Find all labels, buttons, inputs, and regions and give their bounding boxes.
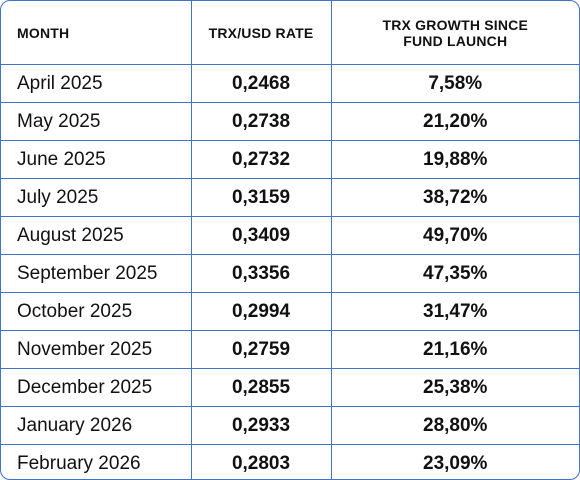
header-growth: TRX GROWTH SINCE FUND LAUNCH	[331, 1, 579, 65]
table-row: February 2026 0,2803 23,09%	[1, 444, 579, 479]
header-month: MONTH	[1, 1, 192, 65]
rate-cell: 0,2933	[191, 406, 332, 445]
rate-cell: 0,2732	[191, 140, 332, 179]
growth-cell: 25,38%	[331, 368, 579, 407]
growth-cell: 21,16%	[331, 330, 579, 369]
growth-cell: 21,20%	[331, 102, 579, 141]
growth-cell: 49,70%	[331, 216, 579, 255]
growth-cell: 31,47%	[331, 292, 579, 331]
header-rate: TRX/USD RATE	[191, 1, 332, 65]
rate-cell: 0,3159	[191, 178, 332, 217]
rate-cell: 0,2738	[191, 102, 332, 141]
growth-cell: 47,35%	[331, 254, 579, 293]
table-row: August 2025 0,3409 49,70%	[1, 216, 579, 255]
month-cell: July 2025	[1, 178, 192, 217]
rate-cell: 0,2803	[191, 444, 332, 479]
table-row: June 2025 0,2732 19,88%	[1, 140, 579, 179]
month-cell: May 2025	[1, 102, 192, 141]
month-cell: October 2025	[1, 292, 192, 331]
month-cell: April 2025	[1, 64, 192, 103]
month-cell: June 2025	[1, 140, 192, 179]
table-row: January 2026 0,2933 28,80%	[1, 406, 579, 445]
table-row: July 2025 0,3159 38,72%	[1, 178, 579, 217]
table-body: April 2025 0,2468 7,58% May 2025 0,2738 …	[1, 64, 579, 479]
table-row: November 2025 0,2759 21,16%	[1, 330, 579, 369]
growth-cell: 23,09%	[423, 452, 488, 474]
growth-cell: 7,58%	[331, 64, 579, 103]
month-cell: January 2026	[1, 406, 192, 445]
rate-cell: 0,3356	[191, 254, 332, 293]
rate-cell: 0,3409	[191, 216, 332, 255]
table-row: December 2025 0,2855 25,38%	[1, 368, 579, 407]
header-growth-line1: TRX GROWTH SINCE	[382, 16, 529, 33]
header-row: MONTH TRX/USD RATE TRX GROWTH SINCE FUND…	[1, 1, 579, 65]
rate-cell: 0,2994	[191, 292, 332, 331]
month-cell: November 2025	[1, 330, 192, 369]
month-cell: December 2025	[1, 368, 192, 407]
table-row: September 2025 0,3356 47,35%	[1, 254, 579, 293]
rate-cell: 0,2759	[191, 330, 332, 369]
month-cell: February 2026	[1, 444, 192, 479]
rate-cell: 0,2855	[191, 368, 332, 407]
month-cell: August 2025	[1, 216, 192, 255]
month-cell: September 2025	[1, 254, 192, 293]
table-row: October 2025 0,2994 31,47%	[1, 292, 579, 331]
growth-cell: 38,72%	[331, 178, 579, 217]
table-row: May 2025 0,2738 21,20%	[1, 102, 579, 141]
growth-cell: 28,80%	[331, 406, 579, 445]
table-header: MONTH TRX/USD RATE TRX GROWTH SINCE FUND…	[1, 1, 579, 65]
header-growth-line2: FUND LAUNCH	[403, 32, 508, 49]
rate-cell: 0,2468	[191, 64, 332, 103]
growth-cell: 19,88%	[331, 140, 579, 179]
table-row: April 2025 0,2468 7,58%	[1, 64, 579, 103]
